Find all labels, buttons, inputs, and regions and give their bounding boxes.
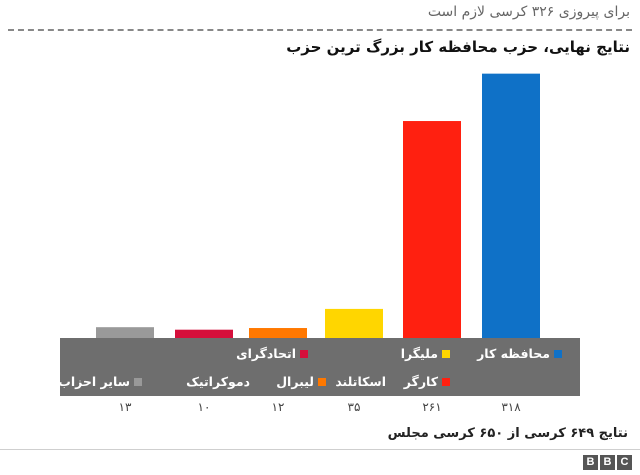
legend-label: کارگر bbox=[403, 374, 438, 389]
bbc-logo-letter: B bbox=[600, 455, 615, 470]
legend-swatch bbox=[442, 349, 450, 358]
legend-item-scottish: اسکاتلند bbox=[335, 374, 386, 389]
bbc-logo-letter: C bbox=[617, 455, 632, 470]
legend-label: دموکراتیک bbox=[186, 374, 250, 389]
tick-label-liberal: ۱۲ bbox=[271, 400, 285, 414]
legend-label: اسکاتلند bbox=[335, 374, 386, 389]
tick-label-others: ۱۳ bbox=[118, 400, 132, 414]
legend-item-scottish-national: ملیگرا bbox=[401, 346, 450, 361]
tick-label-conservative: ۳۱۸ bbox=[501, 400, 521, 414]
legend-label: اتحادگرای bbox=[236, 346, 296, 361]
chart-title: نتایج نهایی، حزب محافظه کار بزرگ ترین حز… bbox=[286, 38, 630, 56]
legend-label: سایر احزاب bbox=[58, 374, 130, 389]
bar-others bbox=[96, 327, 154, 338]
bar-labour bbox=[403, 121, 461, 338]
legend-swatch bbox=[554, 349, 562, 358]
bar-conservative bbox=[482, 73, 540, 339]
legend-swatch bbox=[442, 377, 450, 386]
majority-threshold-label: برای پیروزی ۳۲۶ کرسی لازم است bbox=[427, 4, 630, 20]
footnote: نتایج ۶۴۹ کرسی از ۶۵۰ کرسی مجلس bbox=[387, 426, 628, 441]
tick-label-snp: ۳۵ bbox=[347, 400, 361, 414]
legend-swatch bbox=[134, 377, 142, 386]
majority-threshold-line bbox=[8, 29, 632, 31]
tick-label-dup: ۱۰ bbox=[197, 400, 211, 414]
footer-divider bbox=[0, 449, 640, 450]
bbc-logo-letter: B bbox=[583, 455, 598, 470]
legend-label: لیبرال bbox=[276, 374, 314, 389]
legend-label: ملیگرا bbox=[400, 346, 438, 361]
legend: محافظه کار ملیگرا اتحادگرای کارگر اسکاتل… bbox=[58, 338, 580, 396]
bar-snp bbox=[325, 308, 383, 338]
bar-liberal bbox=[249, 328, 307, 338]
legend-item-unionist: اتحادگرای bbox=[236, 346, 308, 361]
legend-item-labour: کارگر bbox=[404, 374, 450, 389]
legend-swatch bbox=[318, 377, 326, 386]
legend-label: محافظه کار bbox=[477, 346, 550, 361]
legend-item-democratic: دموکراتیک bbox=[186, 374, 250, 389]
legend-item-conservative: محافظه کار bbox=[477, 346, 562, 361]
legend-swatch bbox=[300, 349, 308, 358]
bbc-logo: B B C bbox=[583, 455, 632, 470]
legend-item-others: سایر احزاب bbox=[58, 374, 142, 389]
legend-item-liberal: لیبرال bbox=[276, 374, 326, 389]
bar-dup bbox=[175, 329, 233, 338]
tick-label-labour: ۲۶۱ bbox=[422, 400, 442, 414]
